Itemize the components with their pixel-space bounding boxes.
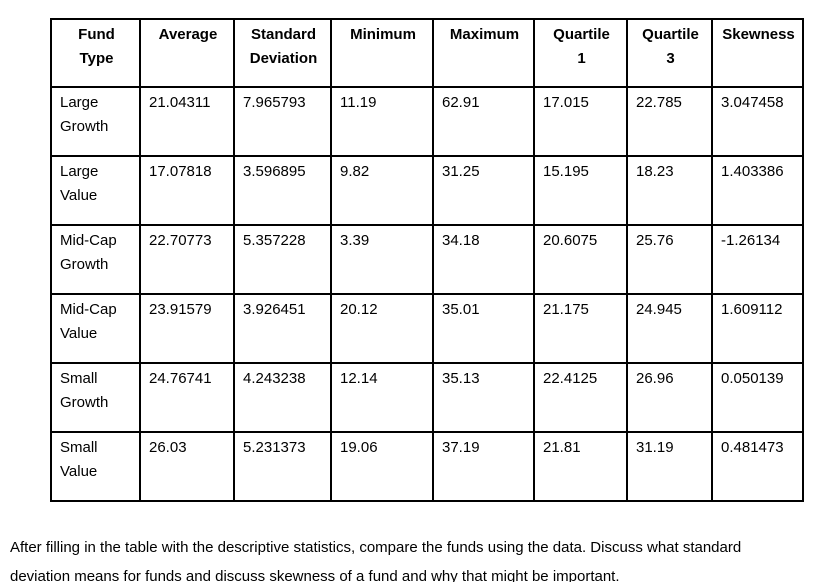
header-cell-fund-type: Fund Type: [50, 18, 141, 88]
value-cell-skewness: -1.26134: [711, 224, 804, 295]
value-cell-standard-deviation: 5.357228: [233, 224, 332, 295]
value-cell-average: 23.91579: [139, 293, 235, 364]
value-cell-quartile-3: 22.785: [626, 86, 713, 157]
table-row: Small Value 26.03 5.231373 19.06 37.19 2…: [50, 431, 804, 502]
header-cell-standard-deviation: Standard Deviation: [233, 18, 332, 88]
value-cell-maximum: 35.13: [432, 362, 535, 433]
fund-statistics-table: Fund Type Average Standard Deviation Min…: [50, 18, 804, 502]
fund-type-cell: Small Growth: [50, 362, 141, 433]
fund-type-cell: Small Value: [50, 431, 141, 502]
fund-type-cell: Large Growth: [50, 86, 141, 157]
value-cell-maximum: 62.91: [432, 86, 535, 157]
value-cell-average: 17.07818: [139, 155, 235, 226]
fund-type-cell: Mid-Cap Growth: [50, 224, 141, 295]
value-cell-quartile-1: 21.175: [533, 293, 628, 364]
table-header: Fund Type Average Standard Deviation Min…: [50, 18, 804, 88]
value-cell-standard-deviation: 4.243238: [233, 362, 332, 433]
value-cell-skewness: 0.050139: [711, 362, 804, 433]
value-cell-skewness: 0.481473: [711, 431, 804, 502]
value-cell-quartile-1: 17.015: [533, 86, 628, 157]
value-cell-quartile-1: 22.4125: [533, 362, 628, 433]
value-cell-minimum: 9.82: [330, 155, 434, 226]
header-cell-quartile-1: Quartile 1: [533, 18, 628, 88]
value-cell-skewness: 1.403386: [711, 155, 804, 226]
value-cell-standard-deviation: 3.596895: [233, 155, 332, 226]
table-body: Large Growth 21.04311 7.965793 11.19 62.…: [50, 86, 804, 502]
header-cell-quartile-3: Quartile 3: [626, 18, 713, 88]
table-row: Small Growth 24.76741 4.243238 12.14 35.…: [50, 362, 804, 433]
value-cell-minimum: 11.19: [330, 86, 434, 157]
value-cell-standard-deviation: 5.231373: [233, 431, 332, 502]
value-cell-quartile-3: 26.96: [626, 362, 713, 433]
fund-type-cell: Large Value: [50, 155, 141, 226]
value-cell-quartile-1: 21.81: [533, 431, 628, 502]
header-cell-minimum: Minimum: [330, 18, 434, 88]
header-cell-skewness: Skewness: [711, 18, 804, 88]
value-cell-quartile-3: 25.76: [626, 224, 713, 295]
value-cell-quartile-3: 31.19: [626, 431, 713, 502]
table-row: Mid-Cap Value 23.91579 3.926451 20.12 35…: [50, 293, 804, 364]
value-cell-skewness: 3.047458: [711, 86, 804, 157]
value-cell-quartile-3: 18.23: [626, 155, 713, 226]
table-row: Large Value 17.07818 3.596895 9.82 31.25…: [50, 155, 804, 226]
header-cell-average: Average: [139, 18, 235, 88]
value-cell-minimum: 3.39: [330, 224, 434, 295]
value-cell-maximum: 34.18: [432, 224, 535, 295]
value-cell-quartile-3: 24.945: [626, 293, 713, 364]
value-cell-quartile-1: 20.6075: [533, 224, 628, 295]
instructions-paragraph: After filling in the table with the desc…: [10, 539, 742, 582]
header-cell-maximum: Maximum: [432, 18, 535, 88]
table-row: Mid-Cap Growth 22.70773 5.357228 3.39 34…: [50, 224, 804, 295]
value-cell-minimum: 20.12: [330, 293, 434, 364]
value-cell-average: 21.04311: [139, 86, 235, 157]
value-cell-average: 22.70773: [139, 224, 235, 295]
value-cell-minimum: 19.06: [330, 431, 434, 502]
value-cell-maximum: 31.25: [432, 155, 535, 226]
fund-type-cell: Mid-Cap Value: [50, 293, 141, 364]
table-row: Large Growth 21.04311 7.965793 11.19 62.…: [50, 86, 804, 157]
value-cell-average: 24.76741: [139, 362, 235, 433]
value-cell-skewness: 1.609112: [711, 293, 804, 364]
value-cell-maximum: 35.01: [432, 293, 535, 364]
value-cell-maximum: 37.19: [432, 431, 535, 502]
table-header-row: Fund Type Average Standard Deviation Min…: [50, 18, 804, 88]
value-cell-minimum: 12.14: [330, 362, 434, 433]
value-cell-standard-deviation: 3.926451: [233, 293, 332, 364]
value-cell-standard-deviation: 7.965793: [233, 86, 332, 157]
value-cell-quartile-1: 15.195: [533, 155, 628, 226]
value-cell-average: 26.03: [139, 431, 235, 502]
